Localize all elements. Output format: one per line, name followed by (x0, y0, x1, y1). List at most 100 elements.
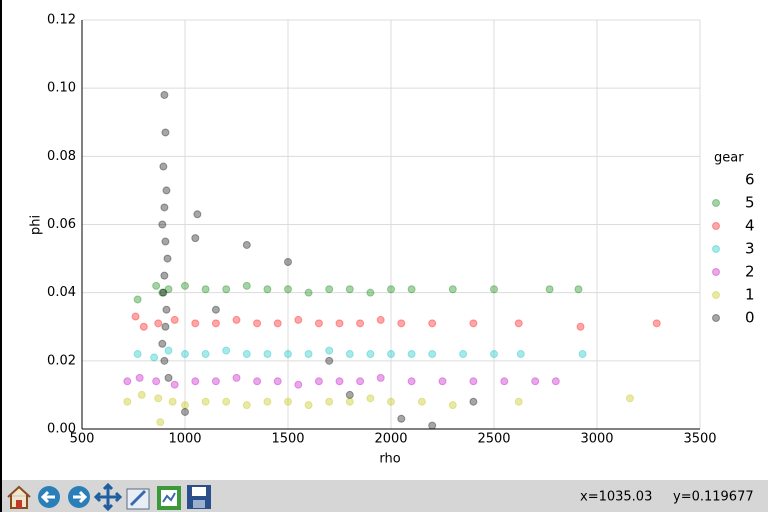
x-tick-label: 1500 (271, 432, 304, 447)
point (304, 401, 313, 410)
x-tick-label: 2500 (477, 432, 510, 447)
legend-label: 1 (745, 286, 755, 304)
point (242, 350, 251, 359)
window-edge (0, 480, 2, 512)
point (162, 186, 171, 195)
home-button[interactable] (7, 485, 31, 509)
point (325, 285, 334, 294)
point (284, 285, 292, 294)
point (154, 394, 163, 403)
point (164, 346, 173, 355)
y-tick-label: 0.08 (47, 149, 76, 164)
point (335, 319, 344, 328)
point (159, 288, 168, 297)
point (397, 414, 406, 423)
point (576, 322, 585, 331)
point (123, 397, 132, 406)
point (164, 373, 173, 382)
x-tick-label: 500 (70, 432, 95, 447)
point (201, 397, 210, 406)
legend-marker (712, 314, 720, 322)
point (345, 390, 354, 399)
point (201, 285, 210, 294)
point (284, 257, 292, 266)
point (325, 397, 334, 406)
point (263, 285, 272, 294)
point (516, 350, 525, 359)
point (160, 203, 169, 212)
status-x: x=1035.03 (580, 490, 652, 505)
legend-label: 4 (745, 217, 755, 235)
point (232, 373, 241, 382)
y-tick-label: 0.04 (47, 285, 76, 300)
point (545, 285, 554, 294)
point (139, 322, 148, 331)
legend-marker (712, 268, 720, 276)
x-tick-label: 2000 (374, 432, 407, 447)
point (652, 319, 661, 328)
point (156, 418, 165, 427)
point (387, 397, 395, 406)
point (417, 397, 426, 406)
point (448, 401, 457, 410)
x-tick-label: 3000 (580, 432, 613, 447)
point (191, 319, 200, 328)
y-axis-label: phi (29, 215, 44, 235)
legend-label: 5 (745, 194, 755, 212)
point (193, 210, 202, 219)
legend-label: 6 (745, 171, 755, 189)
point (459, 350, 468, 359)
point (469, 319, 478, 328)
point (304, 288, 313, 297)
point (263, 350, 272, 359)
point (284, 350, 292, 359)
point (376, 315, 385, 324)
point (253, 377, 262, 386)
point (222, 346, 231, 355)
point (387, 350, 395, 359)
point (335, 377, 344, 386)
legend-label: 2 (745, 263, 755, 281)
point (191, 234, 200, 243)
points (123, 90, 661, 430)
point (625, 394, 634, 403)
point (345, 285, 354, 294)
point (123, 377, 132, 386)
back-button[interactable] (38, 486, 60, 508)
point (304, 350, 313, 359)
point (469, 377, 478, 386)
point (133, 350, 142, 359)
point (366, 350, 375, 359)
point (242, 281, 251, 290)
point (551, 377, 560, 386)
point (263, 397, 272, 406)
point (168, 397, 177, 406)
subplots-button[interactable] (157, 486, 181, 510)
point (158, 339, 167, 348)
y-tick-label: 0.10 (47, 81, 76, 96)
point (152, 281, 161, 290)
y-tick-label: 0.06 (47, 217, 76, 232)
legend-marker (712, 245, 720, 253)
point (366, 394, 375, 403)
pan-button[interactable] (93, 482, 123, 512)
legend-label: 3 (745, 240, 755, 258)
point (490, 350, 498, 359)
point (314, 377, 323, 386)
forward-button[interactable] (68, 486, 90, 508)
point (211, 377, 220, 386)
status-y: y=0.119677 (673, 490, 754, 505)
point (407, 350, 416, 359)
point (325, 346, 334, 355)
save-button[interactable] (187, 485, 211, 509)
point (170, 380, 179, 389)
legend-marker (712, 222, 720, 230)
point (314, 319, 323, 328)
legend-label: 0 (745, 309, 755, 327)
point (160, 271, 169, 280)
point (181, 401, 189, 410)
zoom-button[interactable] (126, 488, 150, 510)
point (232, 315, 241, 324)
point (366, 288, 375, 297)
